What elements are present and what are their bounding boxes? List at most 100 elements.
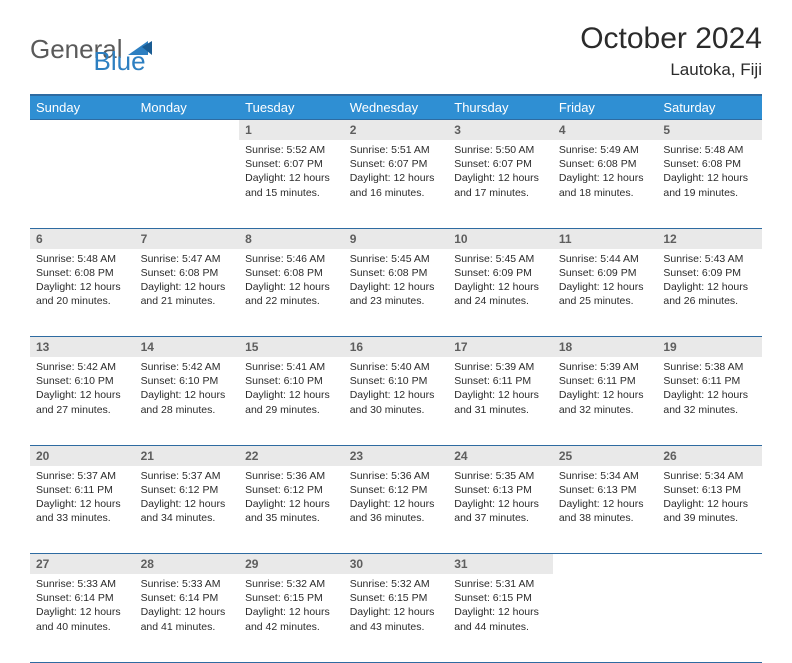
day-body-cell: Sunrise: 5:35 AMSunset: 6:13 PMDaylight:… — [448, 466, 553, 554]
sunset-line: Sunset: 6:14 PM — [36, 591, 129, 605]
sunrise-line: Sunrise: 5:41 AM — [245, 360, 338, 374]
day-body-cell: Sunrise: 5:42 AMSunset: 6:10 PMDaylight:… — [135, 357, 240, 445]
sunrise-line: Sunrise: 5:52 AM — [245, 143, 338, 157]
day-number-cell — [30, 120, 135, 141]
day-number-cell: 28 — [135, 554, 240, 575]
sunset-line: Sunset: 6:10 PM — [350, 374, 443, 388]
daylight-line: Daylight: 12 hours and 26 minutes. — [663, 280, 756, 308]
sunrise-line: Sunrise: 5:37 AM — [141, 469, 234, 483]
sunset-line: Sunset: 6:09 PM — [454, 266, 547, 280]
day-number-cell: 21 — [135, 445, 240, 466]
sunset-line: Sunset: 6:08 PM — [559, 157, 652, 171]
day-number-cell: 27 — [30, 554, 135, 575]
sunset-line: Sunset: 6:07 PM — [350, 157, 443, 171]
day-body-cell: Sunrise: 5:32 AMSunset: 6:15 PMDaylight:… — [239, 574, 344, 662]
daylight-line: Daylight: 12 hours and 44 minutes. — [454, 605, 547, 633]
day-number-cell: 10 — [448, 228, 553, 249]
sunrise-line: Sunrise: 5:36 AM — [245, 469, 338, 483]
daylight-line: Daylight: 12 hours and 23 minutes. — [350, 280, 443, 308]
calendar-body: 12345Sunrise: 5:52 AMSunset: 6:07 PMDayl… — [30, 120, 762, 663]
daylight-line: Daylight: 12 hours and 25 minutes. — [559, 280, 652, 308]
day-number-cell — [135, 120, 240, 141]
sunset-line: Sunset: 6:10 PM — [245, 374, 338, 388]
sunset-line: Sunset: 6:09 PM — [663, 266, 756, 280]
day-number-cell: 13 — [30, 337, 135, 358]
day-body-cell: Sunrise: 5:33 AMSunset: 6:14 PMDaylight:… — [30, 574, 135, 662]
day-number-cell: 15 — [239, 337, 344, 358]
daylight-line: Daylight: 12 hours and 24 minutes. — [454, 280, 547, 308]
day-body-cell: Sunrise: 5:34 AMSunset: 6:13 PMDaylight:… — [553, 466, 658, 554]
daylight-line: Daylight: 12 hours and 39 minutes. — [663, 497, 756, 525]
daylight-line: Daylight: 12 hours and 21 minutes. — [141, 280, 234, 308]
day-number-cell — [553, 554, 658, 575]
daylight-line: Daylight: 12 hours and 35 minutes. — [245, 497, 338, 525]
day-body-cell: Sunrise: 5:48 AMSunset: 6:08 PMDaylight:… — [30, 249, 135, 337]
daylight-line: Daylight: 12 hours and 40 minutes. — [36, 605, 129, 633]
sunrise-line: Sunrise: 5:36 AM — [350, 469, 443, 483]
day-number-cell: 31 — [448, 554, 553, 575]
sunrise-line: Sunrise: 5:44 AM — [559, 252, 652, 266]
daylight-line: Daylight: 12 hours and 34 minutes. — [141, 497, 234, 525]
sunrise-line: Sunrise: 5:33 AM — [36, 577, 129, 591]
sunset-line: Sunset: 6:15 PM — [245, 591, 338, 605]
sunrise-line: Sunrise: 5:40 AM — [350, 360, 443, 374]
daylight-line: Daylight: 12 hours and 42 minutes. — [245, 605, 338, 633]
logo: General Blue — [30, 22, 146, 77]
day-body-cell: Sunrise: 5:36 AMSunset: 6:12 PMDaylight:… — [344, 466, 449, 554]
day-number-cell: 22 — [239, 445, 344, 466]
day-body-cell: Sunrise: 5:42 AMSunset: 6:10 PMDaylight:… — [30, 357, 135, 445]
dow-header: Wednesday — [344, 95, 449, 120]
title-block: October 2024 Lautoka, Fiji — [580, 22, 762, 80]
sunrise-line: Sunrise: 5:43 AM — [663, 252, 756, 266]
day-body-cell: Sunrise: 5:49 AMSunset: 6:08 PMDaylight:… — [553, 140, 658, 228]
sunrise-line: Sunrise: 5:45 AM — [454, 252, 547, 266]
daylight-line: Daylight: 12 hours and 41 minutes. — [141, 605, 234, 633]
sunrise-line: Sunrise: 5:38 AM — [663, 360, 756, 374]
day-number-cell: 18 — [553, 337, 658, 358]
daylight-line: Daylight: 12 hours and 32 minutes. — [559, 388, 652, 416]
daylight-line: Daylight: 12 hours and 17 minutes. — [454, 171, 547, 199]
sunrise-line: Sunrise: 5:34 AM — [663, 469, 756, 483]
day-body-cell: Sunrise: 5:43 AMSunset: 6:09 PMDaylight:… — [657, 249, 762, 337]
day-number-cell: 1 — [239, 120, 344, 141]
sunset-line: Sunset: 6:09 PM — [559, 266, 652, 280]
sunrise-line: Sunrise: 5:35 AM — [454, 469, 547, 483]
day-body-cell: Sunrise: 5:36 AMSunset: 6:12 PMDaylight:… — [239, 466, 344, 554]
sunrise-line: Sunrise: 5:32 AM — [350, 577, 443, 591]
day-body-cell: Sunrise: 5:38 AMSunset: 6:11 PMDaylight:… — [657, 357, 762, 445]
day-number-cell: 14 — [135, 337, 240, 358]
daylight-line: Daylight: 12 hours and 20 minutes. — [36, 280, 129, 308]
day-body-cell: Sunrise: 5:41 AMSunset: 6:10 PMDaylight:… — [239, 357, 344, 445]
day-body-cell: Sunrise: 5:32 AMSunset: 6:15 PMDaylight:… — [344, 574, 449, 662]
daylight-line: Daylight: 12 hours and 15 minutes. — [245, 171, 338, 199]
day-body-cell — [553, 574, 658, 662]
sunset-line: Sunset: 6:12 PM — [350, 483, 443, 497]
day-number-cell: 16 — [344, 337, 449, 358]
sunrise-line: Sunrise: 5:50 AM — [454, 143, 547, 157]
day-body-cell — [30, 140, 135, 228]
sunset-line: Sunset: 6:12 PM — [245, 483, 338, 497]
day-number-cell: 26 — [657, 445, 762, 466]
day-body-cell: Sunrise: 5:34 AMSunset: 6:13 PMDaylight:… — [657, 466, 762, 554]
day-body-cell: Sunrise: 5:31 AMSunset: 6:15 PMDaylight:… — [448, 574, 553, 662]
day-number-cell: 30 — [344, 554, 449, 575]
day-body-cell: Sunrise: 5:50 AMSunset: 6:07 PMDaylight:… — [448, 140, 553, 228]
sunset-line: Sunset: 6:13 PM — [454, 483, 547, 497]
sunset-line: Sunset: 6:08 PM — [663, 157, 756, 171]
header: General Blue October 2024 Lautoka, Fiji — [30, 22, 762, 80]
dow-header: Saturday — [657, 95, 762, 120]
day-number-cell: 29 — [239, 554, 344, 575]
month-title: October 2024 — [580, 22, 762, 56]
sunset-line: Sunset: 6:12 PM — [141, 483, 234, 497]
day-body-cell: Sunrise: 5:47 AMSunset: 6:08 PMDaylight:… — [135, 249, 240, 337]
sunrise-line: Sunrise: 5:51 AM — [350, 143, 443, 157]
day-number-cell: 6 — [30, 228, 135, 249]
day-number-cell — [657, 554, 762, 575]
day-body-cell: Sunrise: 5:40 AMSunset: 6:10 PMDaylight:… — [344, 357, 449, 445]
daylight-line: Daylight: 12 hours and 29 minutes. — [245, 388, 338, 416]
sunset-line: Sunset: 6:08 PM — [245, 266, 338, 280]
sunrise-line: Sunrise: 5:42 AM — [36, 360, 129, 374]
day-body-cell: Sunrise: 5:39 AMSunset: 6:11 PMDaylight:… — [448, 357, 553, 445]
sunrise-line: Sunrise: 5:39 AM — [559, 360, 652, 374]
daylight-line: Daylight: 12 hours and 32 minutes. — [663, 388, 756, 416]
